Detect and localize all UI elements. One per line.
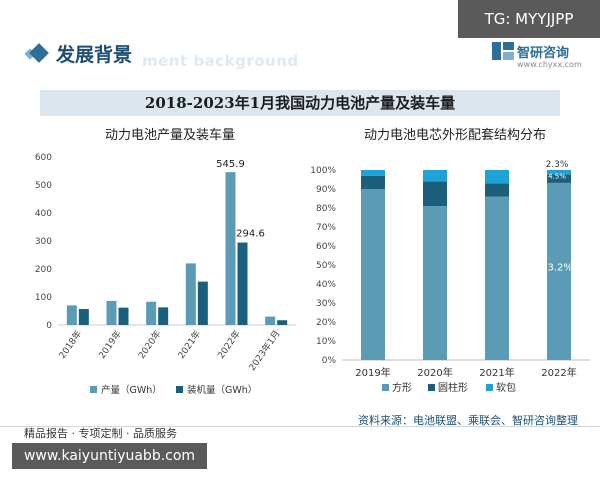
bar-segment-fangxing (547, 182, 571, 360)
y-tick-label: 70% (316, 223, 336, 233)
x-tick-label: 2021年 (479, 366, 514, 379)
bar-segment-ruanbao (547, 170, 571, 175)
y-tick-label: 300 (35, 237, 52, 247)
y-tick-label: 100% (310, 166, 336, 176)
bar-production (66, 305, 77, 325)
bar-installed (197, 281, 208, 325)
x-tick-label: 2022年 (215, 328, 243, 361)
bar-segment-ruanbao (485, 170, 509, 184)
bar-installed (277, 320, 288, 325)
y-tick-label: 10% (316, 337, 336, 347)
x-tick-label: 2019年 (96, 328, 124, 361)
bar-segment-yuanzhu (423, 181, 447, 207)
y-tick-label: 500 (35, 181, 52, 191)
y-tick-label: 400 (35, 209, 52, 219)
data-label-fangxing: 93.2% (541, 263, 573, 274)
bar-installed (118, 307, 129, 325)
x-tick-label: 2022年 (541, 366, 576, 379)
y-tick-label: 0% (322, 356, 337, 366)
bar-segment-yuanzhu (361, 175, 385, 189)
legend-swatch-fangxing (382, 384, 389, 391)
logo-text: 智研咨询 (517, 46, 570, 61)
y-tick-label: 50% (316, 261, 336, 271)
bar-production (146, 301, 157, 325)
data-label-installed: 294.6 (236, 229, 265, 240)
production-chart: 0 100 200 300 400 500 600 2018年 2019年 2020年 2021年 2… (35, 153, 296, 396)
y-tick-label: 30% (316, 299, 336, 309)
section-header: 发展背景 ment background 智研咨询 www.chyxx.com (12, 36, 588, 76)
bar-production (185, 263, 196, 325)
logo-mark-icon (492, 42, 514, 60)
bar-segment-fangxing (485, 196, 509, 360)
x-tick-label: 2019年 (355, 366, 390, 379)
data-label-production: 545.9 (216, 159, 245, 170)
y-tick-label: 40% (316, 280, 336, 290)
legend-swatch-production (90, 386, 97, 393)
shape-structure-chart: 0% 10% 20% 30% 40% 50% 60% 70% 80% 90% 100% 2019年 20… (310, 160, 590, 394)
x-tick-label: 2018年 (56, 328, 84, 361)
legend-label-production: 产量（GWh） (101, 384, 162, 396)
bar-segment-fangxing (361, 189, 385, 360)
y-tick-label: 600 (35, 153, 52, 163)
y-tick-label: 80% (316, 204, 336, 214)
tg-tag: TG: MYYJJPP (458, 0, 600, 38)
y-tick-label: 90% (316, 185, 336, 195)
legend-label-installed: 装机量（GWh） (187, 384, 257, 396)
bar-segment-ruanbao (361, 170, 385, 176)
left-chart-title: 动力电池产量及装车量 (104, 128, 235, 143)
bar-installed (158, 307, 169, 325)
data-label-yuanzhu: 4.5% (548, 173, 566, 181)
bar-segment-yuanzhu (485, 183, 509, 197)
main-title-bar: 2018-2023年1月我国动力电池产量及装车量 (40, 90, 560, 116)
bar-installed (78, 309, 89, 325)
main-title: 2018-2023年1月我国动力电池产量及装车量 (144, 94, 456, 112)
x-tick-label: 2021年 (175, 328, 203, 361)
bar-production (106, 300, 117, 325)
bar-segment-yuanzhu (547, 174, 571, 183)
x-tick-label: 2020年 (417, 366, 452, 379)
section-title: 发展背景 (56, 44, 133, 66)
bar-segment-ruanbao (423, 170, 447, 182)
y-tick-label: 60% (316, 242, 336, 252)
y-tick-label: 200 (35, 265, 52, 275)
data-source: 资料来源：电池联盟、乘联会、智研咨询整理 (358, 414, 578, 427)
url-banner: www.kaiyuntiyuabb.com (12, 443, 207, 469)
x-tick-label: 2020年 (135, 328, 163, 361)
bar-segment-fangxing (423, 206, 447, 360)
footer-tagline: 精品报告 · 专项定制 · 品质服务 (24, 427, 177, 440)
diamond-icon (29, 43, 49, 63)
legend-label-ruanbao: 软包 (496, 381, 516, 394)
bar-installed (237, 242, 248, 325)
y-tick-label: 0 (46, 321, 52, 331)
legend-swatch-yuanzhu (428, 384, 435, 391)
y-tick-label: 20% (316, 318, 336, 328)
header-watermark: ment background (142, 52, 299, 70)
legend-label-fangxing: 方形 (392, 381, 412, 394)
bar-production (265, 316, 276, 325)
legend-swatch-ruanbao (486, 384, 493, 391)
footer-divider (0, 426, 600, 427)
data-label-ruanbao: 2.3% (546, 160, 569, 170)
legend-label-yuanzhu: 圆柱形 (438, 381, 468, 394)
y-tick-label: 100 (35, 293, 52, 303)
legend-swatch-installed (176, 386, 183, 393)
right-chart-title: 动力电池电芯外形配套结构分布 (363, 128, 546, 143)
bar-production (225, 172, 236, 325)
logo-url: www.chyxx.com (517, 60, 582, 69)
x-tick-label: 2023年1月 (246, 328, 283, 373)
